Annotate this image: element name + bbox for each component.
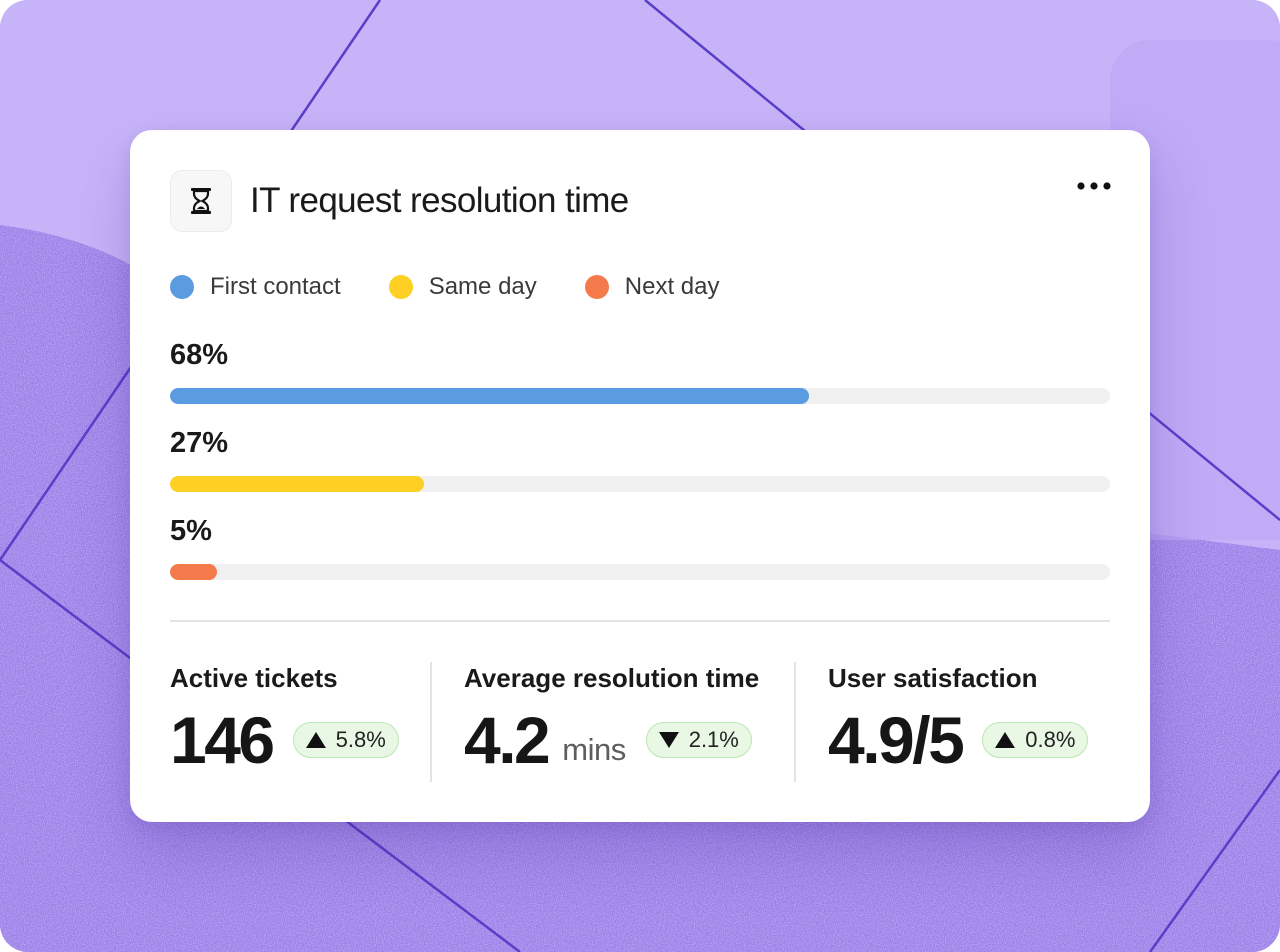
bar-fill-next-day — [170, 564, 217, 580]
widget-title: IT request resolution time — [250, 181, 629, 220]
change-value: 0.8% — [1025, 727, 1076, 752]
stat-value: 146 — [170, 703, 275, 777]
legend-dot-next-day — [584, 275, 609, 299]
change-value: 2.1% — [688, 727, 739, 752]
arrow-up-icon — [305, 732, 326, 748]
bar-value: 68% — [170, 339, 229, 371]
arrow-up-icon — [995, 732, 1016, 748]
legend-dot-same-day — [388, 275, 413, 299]
bar-same-day: 27% — [170, 426, 1110, 492]
stat-separator — [794, 662, 796, 782]
legend-label: Next day — [624, 273, 720, 300]
bar-fill-first-contact — [170, 388, 810, 404]
legend-label: First contact — [210, 273, 341, 300]
chart-legend: First contact Same day Next day — [170, 273, 767, 301]
bar-fill-same-day — [170, 476, 424, 492]
bar-track — [170, 564, 1110, 580]
legend-item-same-day: Same day — [388, 273, 537, 301]
legend-label: Same day — [428, 273, 537, 300]
stat-value: 4.9/5 — [828, 703, 965, 777]
arrow-down-icon — [658, 732, 679, 748]
bar-track — [170, 476, 1110, 492]
stat-value: 4.2 — [464, 703, 551, 777]
change-value: 5.8% — [335, 727, 386, 752]
change-badge: 2.1% — [645, 722, 752, 758]
change-badge: 0.8% — [982, 722, 1089, 758]
hourglass-icon-container — [170, 170, 232, 232]
stat-active-tickets: Active tickets 146 5.8% — [170, 662, 399, 776]
resolution-time-card: IT request resolution time First contact… — [130, 130, 1150, 822]
legend-dot-first-contact — [170, 275, 194, 299]
legend-item-first-contact: First contact — [170, 273, 341, 301]
legend-item-next-day: Next day — [584, 273, 720, 301]
stat-average-resolution-time: Average resolution time 4.2 mins 2.1% — [464, 662, 759, 776]
stat-label: User satisfaction — [828, 663, 1038, 693]
stat-label: Average resolution time — [464, 663, 760, 693]
change-badge: 5.8% — [292, 722, 399, 758]
stat-user-satisfaction: User satisfaction 4.9/5 0.8% — [828, 662, 1089, 777]
bar-value: 27% — [170, 427, 229, 459]
section-divider — [170, 620, 1110, 622]
bar-track — [170, 388, 1110, 404]
stat-separator — [430, 662, 432, 782]
stat-unit: mins — [562, 732, 626, 767]
hourglass-icon — [191, 188, 211, 214]
bar-value: 5% — [170, 515, 212, 547]
stat-label: Active tickets — [170, 663, 338, 693]
bar-first-contact: 68% — [170, 338, 1110, 404]
more-horizontal-icon — [1077, 182, 1111, 190]
bar-next-day: 5% — [170, 514, 1110, 580]
more-options-button[interactable] — [1076, 174, 1112, 198]
